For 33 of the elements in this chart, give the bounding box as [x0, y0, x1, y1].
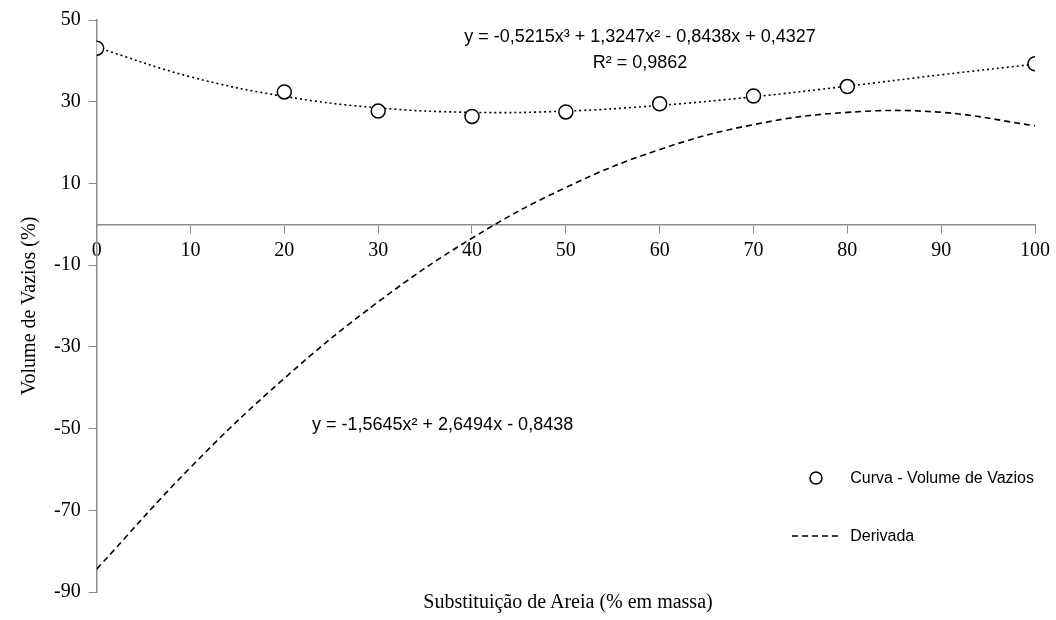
point [558, 104, 574, 120]
y-tick-label: 30 [60, 88, 81, 111]
point [745, 88, 762, 104]
y-tick-label: 50 [60, 7, 81, 30]
y-axis-title: Volume de Vazios (%) [17, 216, 41, 396]
annotation: y = -0,5215x³ + 1,3247x² - 0,8438x + 0,4327 [464, 26, 816, 47]
x-tick-label: 10 [180, 237, 201, 260]
legend-label: Curva - Volume de Vazios [850, 469, 1034, 487]
annotation: R² = 0,9862 [592, 52, 688, 73]
annotation: y = -1,5645x² + 2,6494x - 0,8438 [312, 414, 574, 435]
x-tick-label: 20 [274, 237, 295, 260]
x-tick-label: 100 [1020, 237, 1050, 260]
y-tick-label: -10 [53, 252, 81, 275]
x-tick-label: 60 [649, 237, 670, 260]
y-tick-label: -90 [53, 579, 81, 602]
x-tick-label: 70 [743, 237, 764, 260]
x-tick-label: 0 [91, 237, 102, 260]
point [370, 103, 386, 119]
point [464, 108, 480, 125]
y-tick-label: -70 [53, 497, 81, 520]
legend-label: Derivada [850, 527, 915, 545]
point [276, 84, 293, 100]
x-tick-label: 40 [462, 237, 482, 260]
point [651, 96, 668, 112]
x-tick-label: 80 [837, 237, 858, 260]
x-tick-label: 90 [931, 237, 952, 260]
point [839, 78, 856, 95]
x-tick-label: 30 [368, 237, 389, 260]
y-tick-label: -30 [53, 334, 81, 357]
y-tick-label: -50 [53, 415, 81, 438]
y-tick-label: 10 [60, 170, 81, 193]
x-axis-title: Substituição de Areia (% em massa) [423, 590, 713, 612]
x-tick-label: 50 [555, 237, 576, 260]
